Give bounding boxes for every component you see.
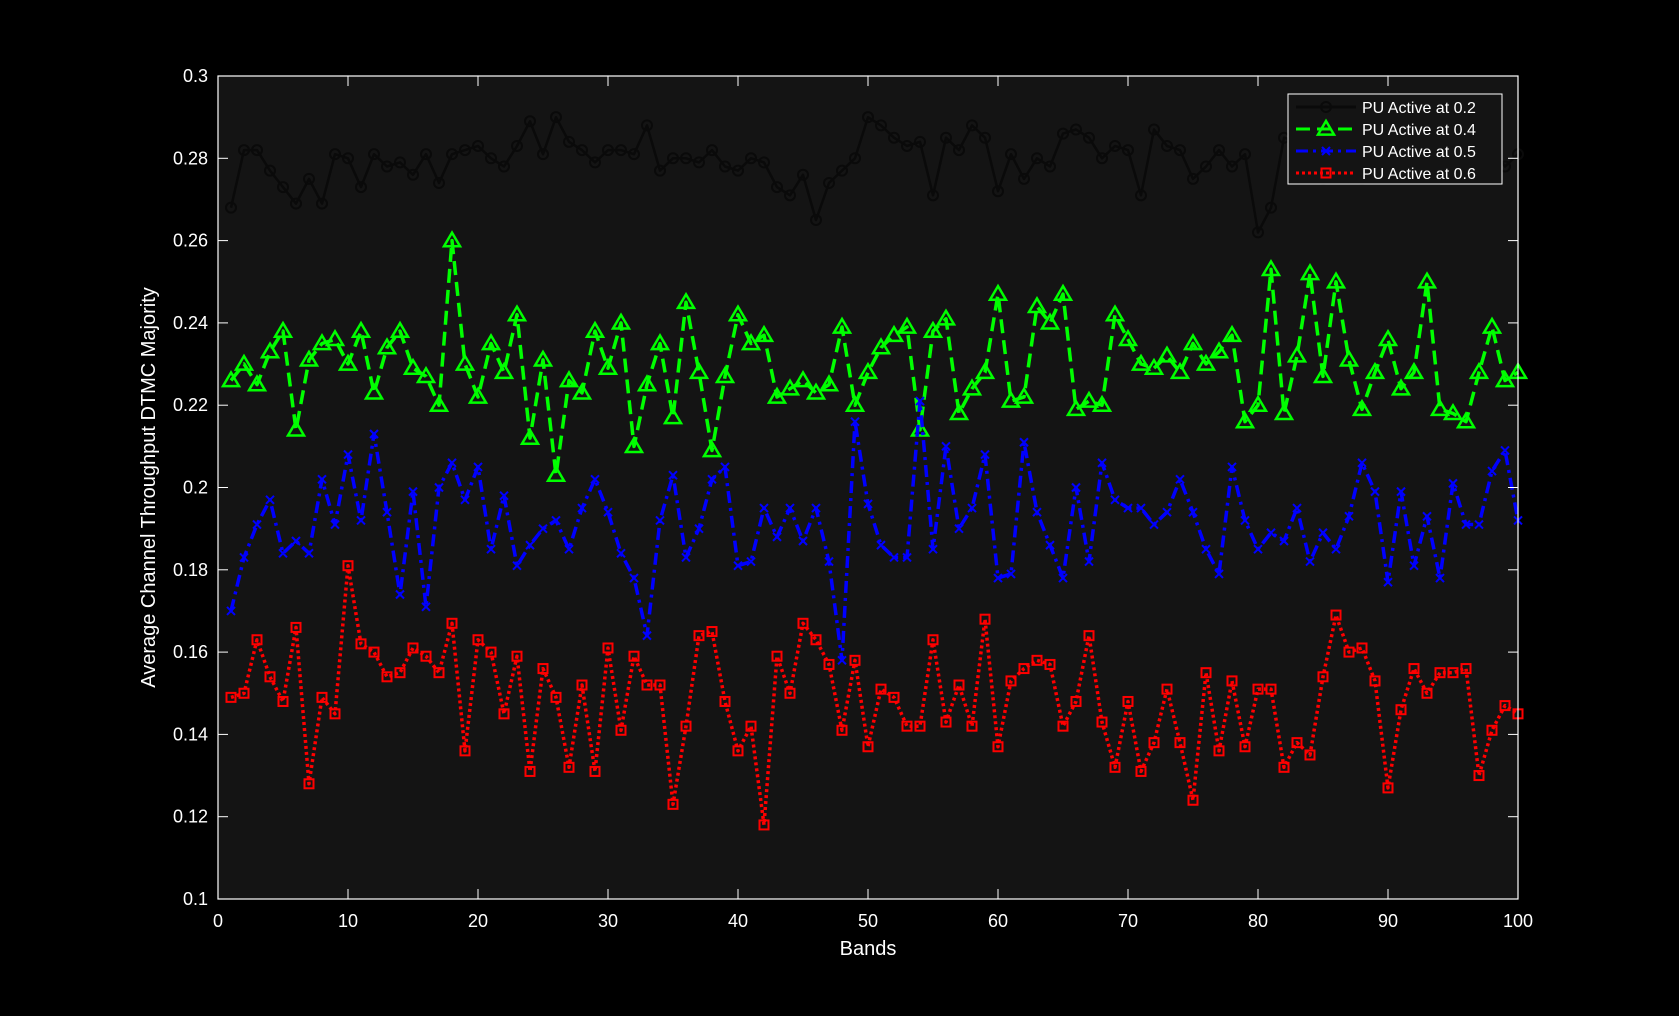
x-axis-label: Bands — [840, 938, 897, 960]
y-tick-label: 0.22 — [173, 395, 208, 415]
x-tick-label: 40 — [728, 911, 748, 931]
y-tick-label: 0.24 — [173, 313, 208, 333]
y-tick-label: 0.16 — [173, 642, 208, 662]
x-tick-label: 0 — [213, 911, 223, 931]
y-tick-label: 0.12 — [173, 807, 208, 827]
y-tick-label: 0.3 — [183, 66, 208, 86]
y-tick-label: 0.2 — [183, 478, 208, 498]
legend-label: PU Active at 0.4 — [1362, 122, 1476, 139]
y-axis-label: Average Channel Throughput DTMC Majority — [138, 287, 160, 688]
legend: PU Active at 0.2 PU Active at 0.4 PU Activ… — [1288, 94, 1502, 184]
x-tick-label: 10 — [338, 911, 358, 931]
x-tick-label: 80 — [1248, 911, 1268, 931]
x-tick-label: 100 — [1503, 911, 1533, 931]
x-tick-label: 60 — [988, 911, 1008, 931]
legend-label: PU Active at 0.2 — [1362, 100, 1476, 117]
x-tick-label: 90 — [1378, 911, 1398, 931]
x-tick-label: 70 — [1118, 911, 1138, 931]
legend-label: PU Active at 0.5 — [1362, 144, 1476, 161]
y-tick-label: 0.18 — [173, 560, 208, 580]
x-tick-label: 20 — [468, 911, 488, 931]
plot-area — [218, 76, 1518, 899]
x-tick-label: 30 — [598, 911, 618, 931]
y-tick-label: 0.1 — [183, 889, 208, 909]
y-tick-label: 0.26 — [173, 231, 208, 251]
y-tick-label: 0.28 — [173, 148, 208, 168]
x-tick-label: 50 — [858, 911, 878, 931]
legend-label: PU Active at 0.6 — [1362, 166, 1476, 183]
y-tick-label: 0.14 — [173, 724, 208, 744]
